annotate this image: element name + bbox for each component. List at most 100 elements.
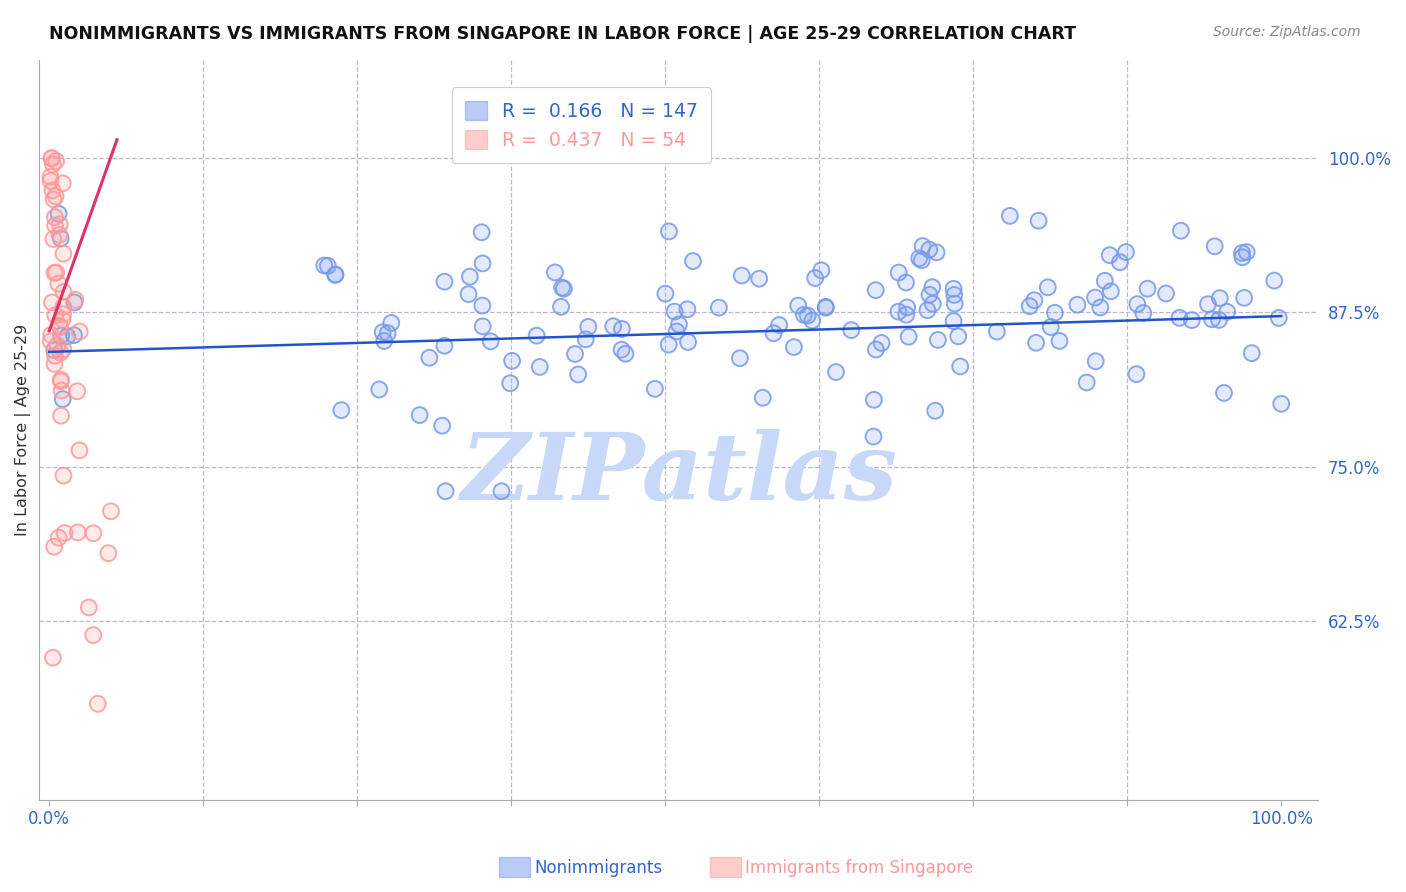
Point — [53, 526, 76, 541]
Point — [42, 650, 65, 665]
Point — [1043, 306, 1066, 320]
Point — [887, 266, 910, 280]
Point — [52, 392, 75, 406]
Point — [87, 697, 110, 711]
Point — [918, 243, 941, 257]
Point — [1076, 376, 1098, 390]
Point — [998, 209, 1021, 223]
Point — [49, 374, 72, 388]
Point — [1132, 306, 1154, 320]
Point — [1209, 291, 1232, 305]
Point — [66, 384, 89, 399]
Point — [783, 340, 806, 354]
Point — [1025, 335, 1047, 350]
Legend: R =  0.166   N = 147, R =  0.437   N = 54: R = 0.166 N = 147, R = 0.437 N = 54 — [451, 87, 711, 163]
Point — [707, 301, 730, 315]
Point — [1232, 250, 1254, 264]
Point — [676, 302, 699, 317]
Point — [433, 339, 456, 353]
Point — [949, 359, 972, 374]
Point — [46, 277, 69, 291]
Point — [887, 304, 910, 318]
Point — [82, 526, 104, 541]
Point — [1036, 280, 1059, 294]
Point — [1039, 320, 1062, 334]
Point — [69, 325, 91, 339]
Point — [66, 384, 89, 399]
Point — [41, 184, 63, 198]
Point — [927, 333, 949, 347]
Point — [41, 295, 63, 310]
Point — [911, 253, 934, 268]
Point — [1018, 299, 1040, 313]
Point — [614, 347, 637, 361]
Point — [51, 384, 73, 398]
Point — [471, 256, 494, 270]
Point — [707, 301, 730, 315]
Point — [371, 325, 394, 339]
Point — [1028, 213, 1050, 227]
Point — [943, 296, 966, 310]
Point — [52, 343, 75, 357]
Point — [865, 283, 887, 297]
Point — [1084, 354, 1107, 368]
Point — [887, 266, 910, 280]
Point — [49, 409, 72, 423]
Point — [567, 368, 589, 382]
Point — [42, 157, 65, 171]
Point — [1181, 313, 1204, 327]
Point — [49, 345, 72, 359]
Point — [51, 312, 73, 326]
Point — [52, 177, 75, 191]
Point — [49, 409, 72, 423]
Point — [801, 313, 824, 327]
Point — [550, 300, 572, 314]
Point — [39, 334, 62, 349]
Point — [44, 343, 66, 358]
Point — [752, 391, 775, 405]
Point — [896, 301, 918, 315]
Point — [911, 253, 934, 268]
Point — [373, 334, 395, 348]
Point — [1126, 297, 1149, 311]
Point — [371, 325, 394, 339]
Point — [654, 286, 676, 301]
Point — [67, 443, 90, 458]
Point — [323, 268, 346, 282]
Point — [921, 280, 943, 294]
Point — [814, 301, 837, 315]
Point — [1204, 239, 1226, 253]
Point — [368, 383, 391, 397]
Point — [49, 373, 72, 387]
Point — [471, 319, 494, 334]
Point — [49, 345, 72, 359]
Point — [948, 329, 970, 343]
Point — [550, 300, 572, 314]
Point — [42, 232, 65, 246]
Point — [1025, 335, 1047, 350]
Point — [325, 268, 347, 282]
Point — [1076, 376, 1098, 390]
Point — [1115, 245, 1137, 260]
Point — [63, 295, 86, 310]
Point — [377, 326, 399, 341]
Point — [1232, 250, 1254, 264]
Text: Immigrants from Singapore: Immigrants from Singapore — [745, 859, 973, 877]
Point — [1201, 312, 1223, 326]
Point — [432, 418, 454, 433]
Point — [1018, 299, 1040, 313]
Point — [314, 259, 336, 273]
Point — [44, 210, 66, 224]
Point — [918, 287, 941, 301]
Point — [897, 329, 920, 343]
Point — [45, 154, 67, 169]
Point — [1213, 386, 1236, 401]
Point — [752, 391, 775, 405]
Point — [839, 323, 862, 337]
Point — [668, 318, 690, 332]
Point — [1233, 291, 1256, 305]
Point — [53, 526, 76, 541]
Point — [731, 268, 754, 283]
Point — [433, 339, 456, 353]
Point — [865, 283, 887, 297]
